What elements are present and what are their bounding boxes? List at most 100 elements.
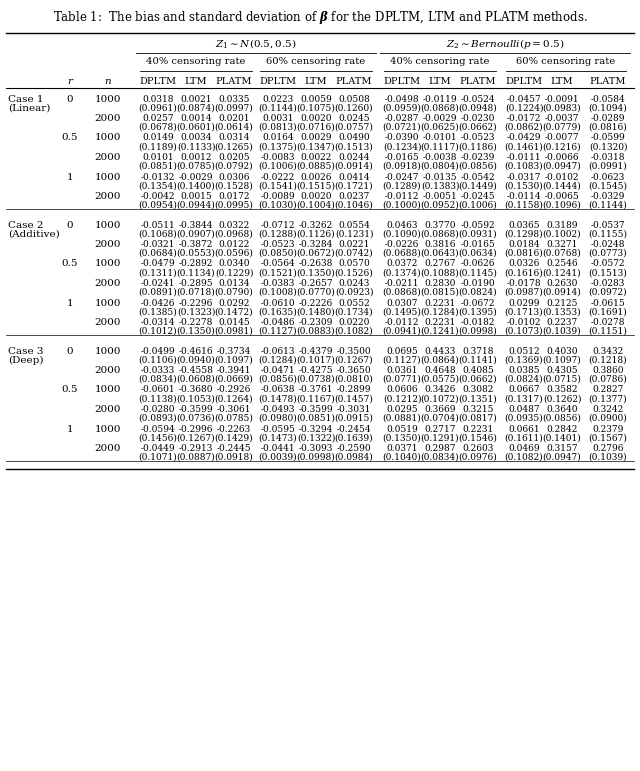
Text: (0.1616): (0.1616) [504, 268, 543, 278]
Text: (0.0918): (0.0918) [383, 162, 421, 171]
Text: (0.1241): (0.1241) [543, 268, 581, 278]
Text: -0.0318: -0.0318 [591, 153, 625, 162]
Text: -0.0247: -0.0247 [385, 173, 419, 181]
Text: -0.0089: -0.0089 [260, 192, 295, 201]
Text: -0.0182: -0.0182 [461, 318, 495, 327]
Text: 0.0490: 0.0490 [338, 133, 370, 143]
Text: (0.1068): (0.1068) [139, 230, 177, 238]
Text: (0.1090): (0.1090) [383, 230, 421, 238]
Text: -0.0283: -0.0283 [591, 279, 625, 288]
Text: (0.1126): (0.1126) [297, 230, 335, 238]
Text: (0.0817): (0.0817) [459, 414, 497, 423]
Text: 0.0295: 0.0295 [386, 405, 418, 414]
Text: 0.2546: 0.2546 [546, 260, 578, 268]
Text: (0.0816): (0.0816) [504, 249, 543, 258]
Text: (0.1545): (0.1545) [589, 181, 627, 190]
Text: (0.1231): (0.1231) [335, 230, 373, 238]
Text: -0.0523: -0.0523 [461, 133, 495, 143]
Text: (0.1713): (0.1713) [505, 308, 543, 317]
Text: (0.1457): (0.1457) [335, 395, 373, 403]
Text: PLATM: PLATM [460, 76, 496, 86]
Text: (0.1374): (0.1374) [383, 268, 421, 278]
Text: (0.1008): (0.1008) [259, 288, 298, 297]
Text: -0.0329: -0.0329 [591, 192, 625, 201]
Text: (0.1288): (0.1288) [259, 230, 298, 238]
Text: (0.0718): (0.0718) [177, 288, 216, 297]
Text: (0.1350): (0.1350) [383, 433, 421, 443]
Text: -0.0599: -0.0599 [591, 133, 625, 143]
Text: (0.1133): (0.1133) [177, 143, 215, 151]
Text: (0.1323): (0.1323) [177, 308, 215, 317]
Text: (0.0614): (0.0614) [214, 123, 253, 132]
Text: 0.0026: 0.0026 [300, 173, 332, 181]
Text: 0: 0 [67, 346, 74, 355]
Text: (0.0983): (0.0983) [543, 103, 581, 113]
Text: (0.0998): (0.0998) [459, 327, 497, 336]
Text: (0.0935): (0.0935) [504, 414, 543, 423]
Text: -0.0333: -0.0333 [141, 366, 175, 375]
Text: 0.2603: 0.2603 [462, 444, 493, 453]
Text: (0.1145): (0.1145) [459, 268, 497, 278]
Text: (0.0907): (0.0907) [177, 230, 216, 238]
Text: 0.0031: 0.0031 [262, 114, 294, 123]
Text: 0.0570: 0.0570 [338, 260, 370, 268]
Text: (0.0790): (0.0790) [214, 288, 253, 297]
Text: -0.0111: -0.0111 [507, 153, 541, 162]
Text: -0.0601: -0.0601 [141, 386, 175, 395]
Text: LTM: LTM [429, 76, 451, 86]
Text: $Z_2 \sim Bernoulli(p=0.5)$: $Z_2 \sim Bernoulli(p=0.5)$ [446, 37, 564, 51]
Text: (0.0834): (0.0834) [139, 375, 177, 384]
Text: -0.0241: -0.0241 [141, 279, 175, 288]
Text: -0.0383: -0.0383 [261, 279, 295, 288]
Text: (0.1072): (0.1072) [420, 395, 460, 403]
Text: (0.0954): (0.0954) [139, 201, 177, 210]
Text: 0.0306: 0.0306 [218, 173, 250, 181]
Text: -0.0245: -0.0245 [461, 192, 495, 201]
Text: -0.0077: -0.0077 [545, 133, 579, 143]
Text: (0.0672): (0.0672) [297, 249, 335, 258]
Text: 0.3426: 0.3426 [424, 386, 456, 395]
Text: -0.0190: -0.0190 [461, 279, 495, 288]
Text: (0.0824): (0.0824) [505, 375, 543, 384]
Text: (0.1721): (0.1721) [335, 181, 373, 190]
Text: -0.2926: -0.2926 [217, 386, 251, 395]
Text: (0.0688): (0.0688) [383, 249, 421, 258]
Text: 0.2987: 0.2987 [424, 444, 456, 453]
Text: 0.0519: 0.0519 [386, 425, 418, 433]
Text: (0.1383): (0.1383) [420, 181, 460, 190]
Text: 0.2767: 0.2767 [424, 260, 456, 268]
Text: (0.1158): (0.1158) [504, 201, 543, 210]
Text: (0.1354): (0.1354) [139, 181, 177, 190]
Text: (0.0885): (0.0885) [296, 162, 335, 171]
Text: (0.1691): (0.1691) [589, 308, 627, 317]
Text: (0.0815): (0.0815) [420, 288, 460, 297]
Text: (0.0804): (0.0804) [420, 162, 460, 171]
Text: (0.1635): (0.1635) [259, 308, 298, 317]
Text: 1000: 1000 [95, 386, 121, 395]
Text: (0.0704): (0.0704) [420, 414, 460, 423]
Text: (0.1473): (0.1473) [259, 433, 298, 443]
Text: (0.1189): (0.1189) [139, 143, 177, 151]
Text: (0.1141): (0.1141) [459, 355, 497, 365]
Text: -0.0511: -0.0511 [141, 221, 175, 230]
Text: -0.3599: -0.3599 [299, 405, 333, 414]
Text: 0.3860: 0.3860 [592, 366, 624, 375]
Text: (0.1075): (0.1075) [296, 103, 335, 113]
Text: -0.2899: -0.2899 [337, 386, 371, 395]
Text: -0.2892: -0.2892 [179, 260, 213, 268]
Text: -0.0321: -0.0321 [141, 240, 175, 249]
Text: -0.2895: -0.2895 [179, 279, 213, 288]
Text: (0.1117): (0.1117) [420, 143, 460, 151]
Text: 0.3640: 0.3640 [547, 405, 578, 414]
Text: -0.2590: -0.2590 [337, 444, 371, 453]
Text: -0.0613: -0.0613 [260, 346, 295, 355]
Text: (0.1212): (0.1212) [383, 395, 421, 403]
Text: (0.1006): (0.1006) [259, 162, 298, 171]
Text: 2000: 2000 [95, 405, 121, 414]
Text: (0.1017): (0.1017) [296, 355, 335, 365]
Text: -0.3844: -0.3844 [179, 221, 213, 230]
Text: (0.1478): (0.1478) [259, 395, 298, 403]
Text: -0.0211: -0.0211 [385, 279, 419, 288]
Text: (0.0881): (0.0881) [383, 414, 421, 423]
Text: n: n [105, 76, 111, 86]
